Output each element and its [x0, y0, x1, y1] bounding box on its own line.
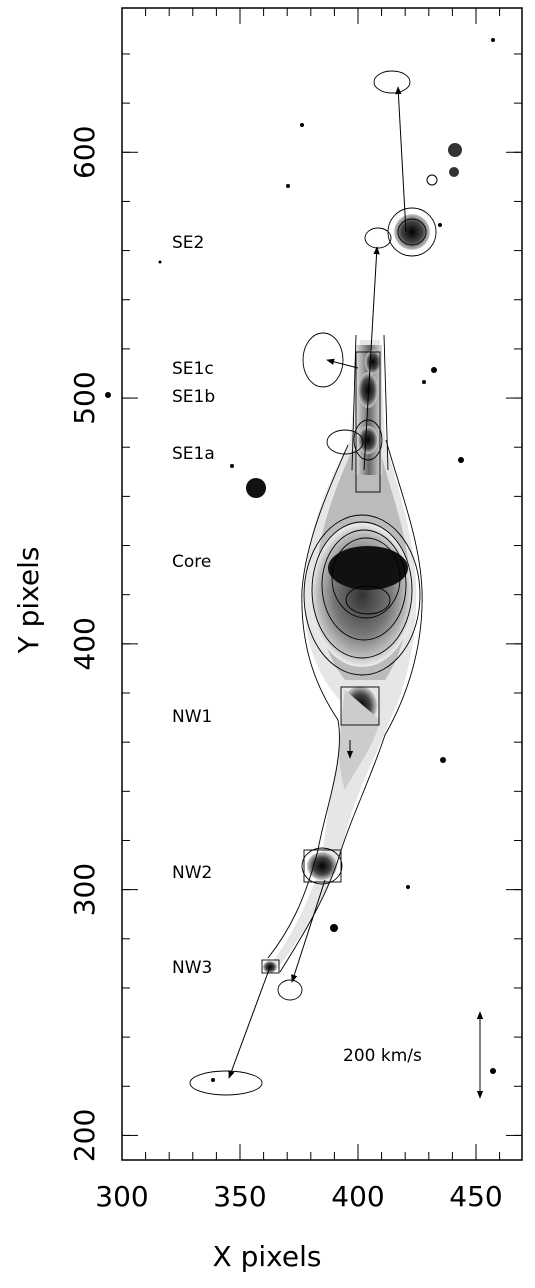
annotation: SE2 [172, 233, 204, 253]
annotation: SE1c [172, 359, 214, 379]
annotation: SE1b [172, 387, 215, 407]
y-tick-label: 300 [68, 863, 101, 916]
y-tick-label: 600 [68, 126, 101, 179]
contour-image [105, 38, 496, 1099]
y-tick-label: 400 [68, 617, 101, 670]
x-tick-label: 450 [449, 1180, 502, 1213]
y-tick-label: 200 [68, 1109, 101, 1162]
x-tick-label: 350 [213, 1180, 266, 1213]
x-axis-label: X pixels [213, 1240, 322, 1273]
plot-frame [121, 7, 523, 1161]
x-tick-label: 300 [95, 1180, 148, 1213]
annotation: 200 km/s [343, 1046, 422, 1066]
annotation: NW2 [172, 863, 212, 883]
y-axis-label: Y pixels [12, 547, 45, 655]
annotation: SE1a [172, 444, 215, 464]
annotation: Core [172, 552, 211, 572]
x-tick-label: 400 [331, 1180, 384, 1213]
y-tick-label: 500 [68, 371, 101, 424]
annotation: NW1 [172, 707, 212, 727]
annotation: NW3 [172, 958, 212, 978]
